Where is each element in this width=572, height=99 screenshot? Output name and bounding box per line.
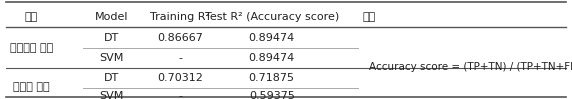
Text: DT: DT <box>104 73 119 83</box>
Text: Accuracy score = (TP+TN) / (TP+TN+FP+FN): Accuracy score = (TP+TN) / (TP+TN+FP+FN) <box>369 62 572 72</box>
Text: 임대료 변화: 임대료 변화 <box>13 82 50 92</box>
Text: 0.70312: 0.70312 <box>157 73 203 83</box>
Text: 0.71875: 0.71875 <box>249 73 295 83</box>
Text: 참고: 참고 <box>362 12 376 22</box>
Text: 0.89474: 0.89474 <box>249 33 295 43</box>
Text: -: - <box>178 91 182 99</box>
Text: 점유형태 변화: 점유형태 변화 <box>10 43 53 53</box>
Text: Training R²: Training R² <box>150 12 210 22</box>
Text: SVM: SVM <box>100 91 124 99</box>
Text: Model: Model <box>95 12 128 22</box>
Text: 0.89474: 0.89474 <box>249 53 295 63</box>
Text: 0.59375: 0.59375 <box>249 91 295 99</box>
Text: Test R² (Accuracy score): Test R² (Accuracy score) <box>205 12 339 22</box>
Text: DT: DT <box>104 33 119 43</box>
Text: SVM: SVM <box>100 53 124 63</box>
Text: -: - <box>178 53 182 63</box>
Text: 0.86667: 0.86667 <box>157 33 203 43</box>
Text: 구분: 구분 <box>25 12 38 22</box>
